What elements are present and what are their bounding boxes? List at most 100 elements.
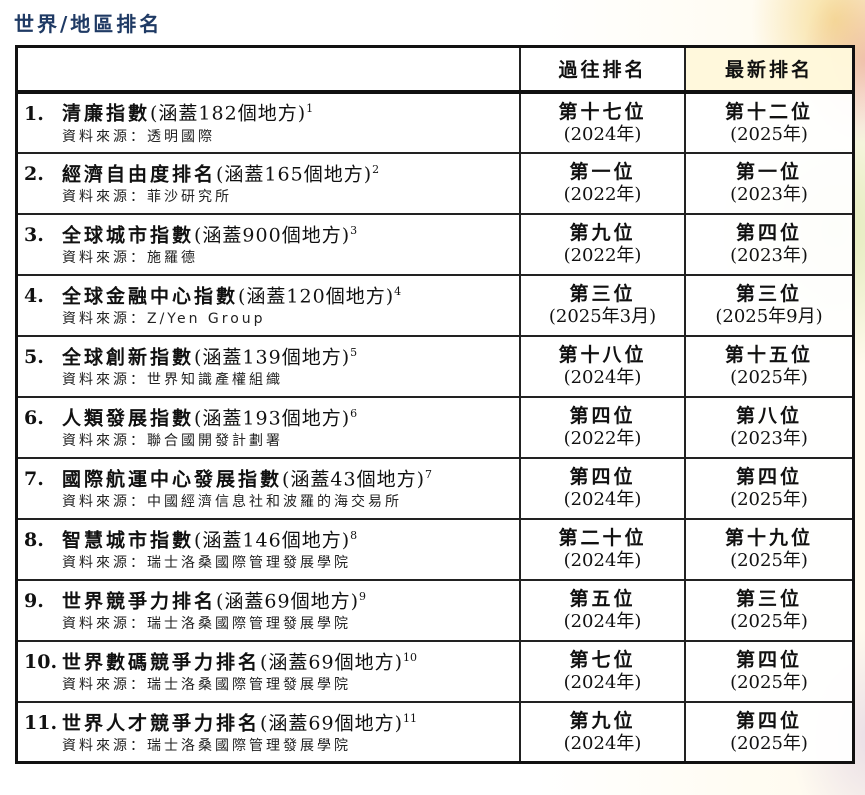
latest-year: (2025年) bbox=[730, 550, 808, 571]
past-ranking-cell: 第一位 (2022年) bbox=[519, 151, 686, 215]
indicator-name: 全球金融中心指數 bbox=[62, 285, 239, 308]
latest-rank: 第十二位 bbox=[724, 100, 813, 123]
indicator-cell: 9. 世界競爭力排名(涵蓋69個地方)9 資料來源：瑞士洛桑國際管理發展學院 bbox=[15, 578, 521, 642]
past-year: (2022年) bbox=[563, 184, 642, 205]
past-year: (2024年) bbox=[563, 672, 642, 693]
latest-ranking-cell: 第十九位 (2025年) bbox=[684, 517, 855, 581]
indicator-cell: 1. 清廉指數(涵蓋182個地方)1 資料來源：透明國際 bbox=[15, 90, 521, 154]
latest-year: (2025年) bbox=[730, 367, 808, 388]
past-rank: 第二十位 bbox=[558, 527, 647, 549]
footnote-ref: 9 bbox=[359, 589, 367, 603]
footnote-ref: 4 bbox=[394, 284, 402, 298]
indicator-cell: 2. 經濟自由度排名(涵蓋165個地方)2 資料來源：菲沙研究所 bbox=[15, 151, 521, 215]
past-year: (2022年) bbox=[563, 245, 642, 266]
past-year: (2024年) bbox=[563, 611, 642, 632]
coverage: (涵蓋120個地方) bbox=[238, 285, 395, 308]
latest-rank: 第四位 bbox=[735, 222, 802, 244]
past-rank: 第三位 bbox=[569, 283, 636, 305]
row-number: 5. bbox=[24, 346, 44, 369]
past-ranking-cell: 第四位 (2022年) bbox=[519, 395, 686, 459]
coverage: (涵蓋182個地方) bbox=[150, 102, 307, 125]
latest-rank: 第四位 bbox=[735, 466, 802, 488]
rankings-table: 過往排名 最新排名 1. 清廉指數(涵蓋182個地方)1 資料來源：透明國際 第十七位… bbox=[15, 45, 855, 764]
latest-ranking-cell: 第八位 (2023年) bbox=[684, 395, 855, 459]
table-row: 10. 世界數碼競爭力排名(涵蓋69個地方)10 資料來源：瑞士洛桑國際管理發展學院… bbox=[15, 639, 855, 703]
footnote-ref: 3 bbox=[350, 223, 358, 237]
indicator-name: 全球創新指數 bbox=[62, 346, 195, 369]
latest-year: (2025年) bbox=[730, 611, 808, 632]
footnote-ref: 7 bbox=[425, 467, 433, 481]
coverage: (涵蓋165個地方) bbox=[216, 163, 373, 186]
past-rank: 第四位 bbox=[569, 466, 636, 488]
coverage: (涵蓋43個地方) bbox=[282, 468, 426, 491]
table-row: 5. 全球創新指數(涵蓋139個地方)5 資料來源：世界知識產權組織 第十八位 (202… bbox=[15, 334, 855, 398]
footnote-ref: 6 bbox=[350, 406, 358, 420]
past-rank: 第七位 bbox=[569, 649, 636, 671]
indicator-cell: 7. 國際航運中心發展指數(涵蓋43個地方)7 資料來源：中國經濟信息社和波羅的海交… bbox=[15, 456, 521, 520]
indicator-cell: 6. 人類發展指數(涵蓋193個地方)6 資料來源：聯合國開發計劃署 bbox=[15, 395, 521, 459]
past-year: (2024年) bbox=[563, 489, 642, 510]
latest-year: (2025年) bbox=[730, 489, 808, 510]
latest-year: (2025年9月) bbox=[715, 306, 823, 327]
past-rank: 第四位 bbox=[569, 405, 636, 427]
indicator-name: 經濟自由度排名 bbox=[62, 163, 217, 186]
data-source: 資料來源：施羅德 bbox=[62, 250, 198, 267]
past-year: (2025年3月) bbox=[548, 306, 657, 327]
latest-rank: 第一位 bbox=[735, 161, 802, 183]
indicator-name: 世界人才競爭力排名 bbox=[62, 711, 261, 734]
row-number: 6. bbox=[24, 407, 44, 430]
indicator-name: 全球城市指數 bbox=[62, 224, 195, 247]
footnote-ref: 8 bbox=[350, 528, 358, 542]
table-row: 11. 世界人才競爭力排名(涵蓋69個地方)11 資料來源：瑞士洛桑國際管理發展學院… bbox=[15, 700, 855, 764]
past-ranking-cell: 第九位 (2024年) bbox=[519, 700, 686, 764]
latest-year: (2023年) bbox=[730, 245, 808, 266]
past-ranking-cell: 第十七位 (2024年) bbox=[519, 90, 686, 154]
header-latest-ranking: 最新排名 bbox=[684, 45, 855, 94]
indicator-name: 清廉指數 bbox=[62, 102, 151, 125]
latest-rank: 第十五位 bbox=[724, 344, 813, 366]
table-row: 7. 國際航運中心發展指數(涵蓋43個地方)7 資料來源：中國經濟信息社和波羅的海交… bbox=[15, 456, 855, 520]
table-row: 1. 清廉指數(涵蓋182個地方)1 資料來源：透明國際 第十七位 (2024年) 第十二… bbox=[15, 90, 855, 154]
row-number: 9. bbox=[24, 590, 44, 613]
indicator-name: 世界競爭力排名 bbox=[62, 590, 217, 613]
footnote-ref: 10 bbox=[403, 650, 418, 664]
data-source: 資料來源：Z/Yen Group bbox=[62, 311, 266, 328]
data-source: 資料來源：瑞士洛桑國際管理發展學院 bbox=[62, 677, 351, 694]
past-ranking-cell: 第五位 (2024年) bbox=[519, 578, 686, 642]
past-rank: 第五位 bbox=[569, 588, 636, 610]
past-rank: 第十八位 bbox=[558, 344, 647, 366]
footnote-ref: 1 bbox=[306, 102, 314, 116]
row-number: 7. bbox=[24, 468, 44, 491]
latest-ranking-cell: 第四位 (2025年) bbox=[684, 700, 855, 764]
header-past-ranking: 過往排名 bbox=[519, 45, 686, 94]
latest-ranking-cell: 第三位 (2025年) bbox=[684, 578, 855, 642]
latest-year: (2023年) bbox=[730, 428, 808, 449]
latest-ranking-cell: 第十五位 (2025年) bbox=[684, 334, 855, 398]
latest-rank: 第四位 bbox=[735, 649, 802, 671]
latest-ranking-cell: 第四位 (2023年) bbox=[684, 212, 855, 276]
past-ranking-cell: 第三位 (2025年3月) bbox=[519, 273, 686, 337]
data-source: 資料來源：瑞士洛桑國際管理發展學院 bbox=[62, 616, 351, 633]
data-source: 資料來源：瑞士洛桑國際管理發展學院 bbox=[62, 737, 351, 754]
indicator-name: 智慧城市指數 bbox=[62, 529, 195, 552]
table-header-row: 過往排名 最新排名 bbox=[15, 45, 855, 94]
data-source: 資料來源：透明國際 bbox=[62, 128, 215, 145]
row-number: 11. bbox=[24, 711, 58, 734]
latest-year: (2023年) bbox=[730, 184, 808, 205]
coverage: (涵蓋69個地方) bbox=[216, 590, 360, 613]
indicator-name: 國際航運中心發展指數 bbox=[62, 468, 283, 491]
footnote-ref: 11 bbox=[403, 711, 418, 725]
past-rank: 第十七位 bbox=[558, 100, 647, 123]
latest-rank: 第三位 bbox=[735, 588, 802, 610]
past-year: (2022年) bbox=[563, 428, 642, 449]
indicator-name: 世界數碼競爭力排名 bbox=[62, 651, 261, 674]
past-year: (2024年) bbox=[563, 732, 642, 754]
coverage: (涵蓋69個地方) bbox=[260, 651, 404, 674]
latest-year: (2025年) bbox=[730, 732, 808, 754]
row-number: 4. bbox=[24, 285, 44, 308]
past-rank: 第九位 bbox=[569, 222, 636, 244]
latest-ranking-cell: 第三位 (2025年9月) bbox=[684, 273, 855, 337]
latest-rank: 第八位 bbox=[735, 405, 802, 427]
coverage: (涵蓋139個地方) bbox=[194, 346, 351, 369]
latest-year: (2025年) bbox=[730, 672, 808, 693]
